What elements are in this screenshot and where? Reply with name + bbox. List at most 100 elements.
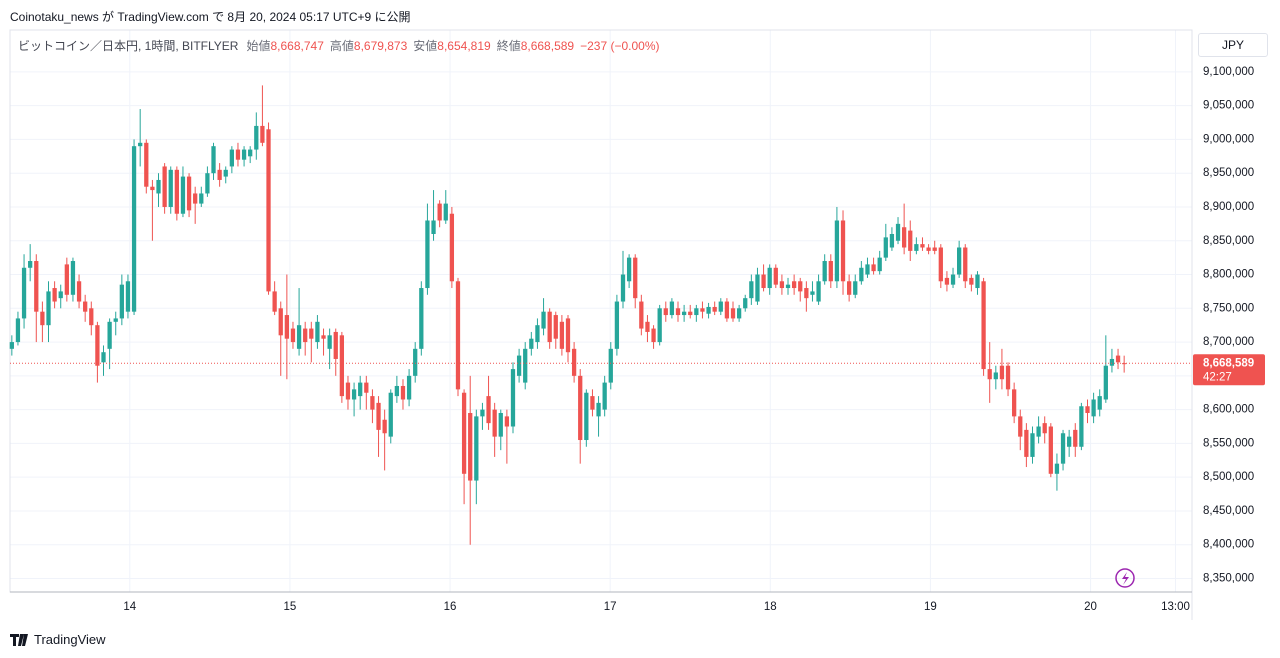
- candle-body: [296, 325, 302, 349]
- candle-body: [83, 301, 88, 312]
- candle-body: [883, 237, 888, 258]
- candle-body: [718, 301, 723, 312]
- last-price-tag: [1193, 354, 1265, 386]
- candle-body: [95, 325, 100, 366]
- candle-body: [235, 149, 241, 160]
- candle-body: [1079, 406, 1084, 447]
- candle-body: [877, 257, 882, 272]
- candle-body: [999, 365, 1005, 380]
- candle-body: [449, 213, 455, 282]
- candle-body: [614, 301, 620, 349]
- event-icon[interactable]: [1115, 568, 1135, 588]
- candle-body: [1073, 429, 1078, 447]
- candle-body: [957, 247, 962, 275]
- candle-body: [443, 203, 448, 221]
- candle-body: [376, 402, 381, 430]
- candle-body: [113, 318, 118, 322]
- candle-body: [596, 402, 601, 417]
- candle-body: [981, 281, 986, 370]
- x-tick-label: 17: [604, 601, 617, 613]
- candle-body: [1091, 399, 1096, 417]
- candle-body: [969, 277, 974, 285]
- candle-body: [975, 274, 980, 289]
- candle-body: [284, 315, 289, 339]
- candle-body: [1109, 358, 1115, 366]
- candle-body: [584, 392, 589, 441]
- candle-body: [211, 146, 216, 174]
- candle-body: [510, 369, 516, 427]
- candle-body: [840, 220, 846, 282]
- candle-body: [1048, 426, 1053, 474]
- candle-body: [694, 308, 699, 316]
- candle-body: [345, 382, 351, 400]
- candle-body: [205, 173, 210, 194]
- candle-body: [785, 284, 791, 289]
- y-tick-label: 9,050,000: [1203, 100, 1254, 112]
- candle-body: [657, 308, 662, 343]
- candle-body: [920, 244, 925, 248]
- candle-body: [681, 311, 687, 316]
- candle-body: [889, 233, 895, 248]
- candle-body: [186, 176, 192, 211]
- candle-body: [1036, 426, 1041, 437]
- x-tick-label: 14: [123, 601, 136, 613]
- y-tick-label: 8,800,000: [1203, 269, 1254, 281]
- field-value: 8,668,589: [520, 39, 575, 53]
- candle-body: [626, 257, 632, 282]
- publisher-line: Coinotaku_news が TradingView.com で 8月 20…: [10, 10, 411, 24]
- candle-body: [523, 348, 528, 383]
- x-tick-label: 16: [444, 601, 457, 613]
- grid: [10, 30, 1192, 592]
- candle-body: [749, 281, 754, 299]
- candle-body: [272, 291, 277, 312]
- candle-body: [9, 342, 14, 349]
- candle-body: [706, 306, 711, 314]
- candle-body: [547, 311, 552, 343]
- candle-body: [248, 149, 253, 157]
- y-tick-label: 8,450,000: [1203, 505, 1254, 517]
- candle-body: [40, 311, 45, 326]
- y-tick-label: 9,000,000: [1203, 133, 1254, 145]
- candle-body: [339, 335, 345, 397]
- candle-body: [963, 247, 968, 282]
- candle-body: [987, 369, 992, 380]
- candle-body: [290, 328, 296, 343]
- candle-body: [602, 382, 607, 410]
- currency-button[interactable]: JPY: [1198, 33, 1268, 57]
- candle-body: [816, 281, 821, 302]
- candle-body: [944, 277, 950, 285]
- y-tick-label: 8,900,000: [1203, 201, 1254, 213]
- candle-body: [730, 308, 736, 319]
- candle-body: [932, 247, 937, 251]
- symbol: ビットコイン／日本円, 1時間, BITFLYER: [18, 39, 239, 53]
- candle-body: [895, 223, 901, 241]
- y-tick-label: 8,400,000: [1203, 539, 1254, 551]
- candle-body: [34, 261, 39, 312]
- candle-body: [1067, 436, 1072, 447]
- candle-body: [406, 375, 412, 400]
- candle-body: [743, 298, 748, 309]
- candle-body: [180, 176, 186, 214]
- candle-body: [1115, 355, 1121, 363]
- candle-body: [950, 274, 956, 285]
- candle-body: [791, 281, 797, 289]
- y-tick-label: 8,550,000: [1203, 437, 1254, 449]
- candle-body: [553, 315, 558, 339]
- candle-body: [125, 281, 131, 312]
- candle-body: [455, 281, 461, 390]
- candle-body: [565, 318, 571, 353]
- candle-body: [474, 416, 479, 481]
- candle-body: [828, 261, 833, 282]
- candle-body: [516, 355, 522, 376]
- candle-body: [938, 247, 943, 282]
- candle-body: [217, 169, 222, 180]
- candle-body: [620, 274, 626, 302]
- candle-body: [101, 352, 106, 363]
- candle-body: [926, 247, 931, 251]
- x-tick-label: 15: [284, 601, 297, 613]
- candle-body: [700, 308, 705, 312]
- candle-body: [107, 321, 112, 349]
- candle-body: [321, 335, 326, 339]
- y-tick-label: 8,700,000: [1203, 336, 1254, 348]
